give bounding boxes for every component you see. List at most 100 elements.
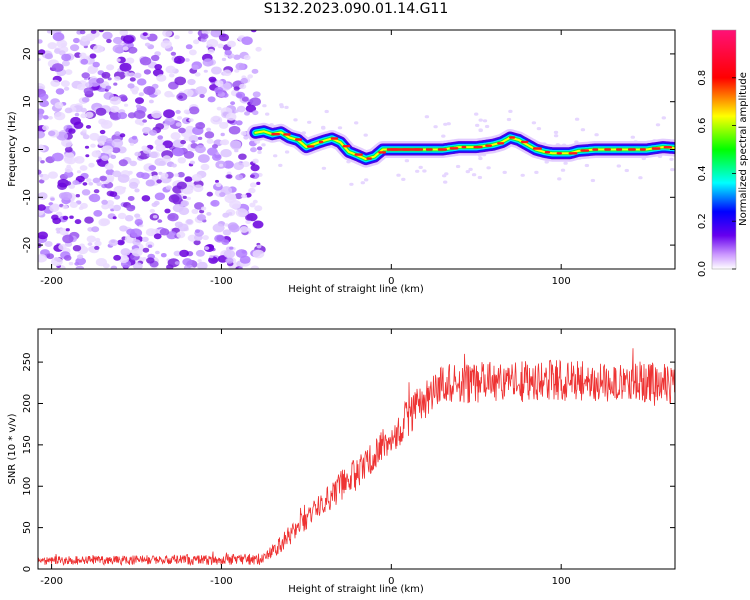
- noise-speck: [38, 58, 41, 62]
- noise-speck: [93, 210, 103, 217]
- noise-speck: [171, 163, 177, 168]
- noise-speck: [191, 208, 199, 214]
- noise-speck: [176, 181, 187, 190]
- noise-speck: [239, 255, 251, 264]
- y-tick-label: 200: [22, 394, 33, 413]
- noise-speck: [44, 241, 53, 247]
- noise-speck: [113, 82, 118, 86]
- noise-speck: [655, 123, 661, 127]
- noise-speck: [164, 117, 175, 126]
- y-tick-label: 20: [22, 48, 33, 61]
- noise-speck: [396, 173, 401, 177]
- noise-speck: [44, 53, 54, 60]
- noise-speck: [153, 233, 162, 240]
- noise-speck: [199, 94, 205, 98]
- noise-speck: [140, 172, 150, 180]
- noise-speck: [243, 54, 251, 61]
- noise-speck: [78, 206, 84, 210]
- noise-speck: [132, 239, 141, 246]
- noise-speck: [206, 38, 219, 48]
- noise-speck: [225, 112, 237, 121]
- noise-speck: [160, 172, 169, 179]
- noise-speck: [196, 261, 208, 269]
- snr-y-label: SNR (10 * v/v): [7, 413, 18, 484]
- noise-speck: [122, 46, 129, 51]
- noise-speck: [224, 194, 237, 204]
- noise-speck: [157, 135, 164, 140]
- noise-speck: [39, 173, 44, 178]
- noise-speck: [149, 129, 157, 136]
- noise-speck: [112, 216, 117, 220]
- noise-speck: [238, 266, 243, 269]
- noise-speck: [209, 255, 214, 259]
- noise-speck: [252, 249, 265, 259]
- noise-speck: [118, 159, 128, 167]
- noise-speck: [215, 152, 220, 156]
- noise-speck: [254, 205, 263, 212]
- noise-speck: [51, 257, 63, 267]
- noise-speck: [418, 165, 423, 169]
- noise-speck: [151, 202, 158, 208]
- noise-speck: [206, 191, 213, 197]
- noise-speck: [93, 189, 100, 194]
- noise-speck: [152, 215, 158, 219]
- noise-speck: [206, 138, 214, 144]
- noise-speck: [553, 130, 559, 134]
- noise-speck: [81, 189, 91, 196]
- noise-speck: [191, 140, 196, 144]
- noise-speck: [170, 94, 175, 98]
- noise-speck: [38, 49, 46, 55]
- noise-speck: [221, 239, 230, 246]
- noise-speck: [126, 204, 136, 212]
- noise-speck: [478, 156, 483, 161]
- noise-speck: [106, 38, 112, 44]
- noise-speck: [117, 174, 130, 183]
- noise-speck: [219, 140, 227, 145]
- noise-speck: [557, 177, 562, 181]
- noise-speck: [278, 163, 283, 167]
- noise-speck: [57, 178, 69, 188]
- noise-speck: [87, 242, 93, 246]
- noise-speck: [175, 109, 181, 114]
- noise-speck: [172, 147, 184, 157]
- noise-speck: [520, 173, 525, 177]
- noise-speck: [321, 166, 327, 170]
- noise-speck: [200, 206, 207, 211]
- noise-speck: [54, 111, 66, 121]
- noise-speck: [112, 170, 122, 178]
- noise-speck: [64, 146, 73, 153]
- noise-speck: [307, 120, 312, 124]
- noise-speck: [38, 192, 48, 200]
- noise-speck: [82, 182, 88, 186]
- noise-speck: [63, 255, 72, 261]
- noise-speck: [215, 179, 219, 183]
- noise-speck: [166, 231, 178, 240]
- noise-speck: [72, 245, 82, 252]
- noise-speck: [222, 212, 230, 218]
- spectrogram-noise-region: [38, 30, 675, 269]
- noise-speck: [223, 160, 234, 169]
- noise-speck: [38, 130, 46, 139]
- noise-speck: [164, 90, 174, 98]
- noise-speck: [154, 138, 165, 147]
- noise-speck: [72, 180, 80, 186]
- noise-speck: [124, 103, 129, 107]
- noise-speck: [240, 131, 247, 136]
- noise-speck: [162, 155, 171, 162]
- noise-speck: [262, 104, 267, 108]
- y-tick-label: 0: [22, 566, 33, 572]
- noise-speck: [168, 194, 180, 203]
- noise-speck: [134, 188, 140, 193]
- noise-speck: [48, 171, 58, 179]
- noise-speck: [174, 261, 180, 265]
- noise-speck: [148, 165, 157, 171]
- noise-speck: [229, 140, 242, 149]
- noise-speck: [594, 133, 599, 137]
- noise-speck: [127, 196, 135, 201]
- noise-speck: [241, 36, 253, 45]
- snr-series: [38, 348, 675, 567]
- noise-speck: [638, 176, 643, 180]
- noise-speck: [38, 113, 44, 118]
- noise-speck: [182, 258, 193, 266]
